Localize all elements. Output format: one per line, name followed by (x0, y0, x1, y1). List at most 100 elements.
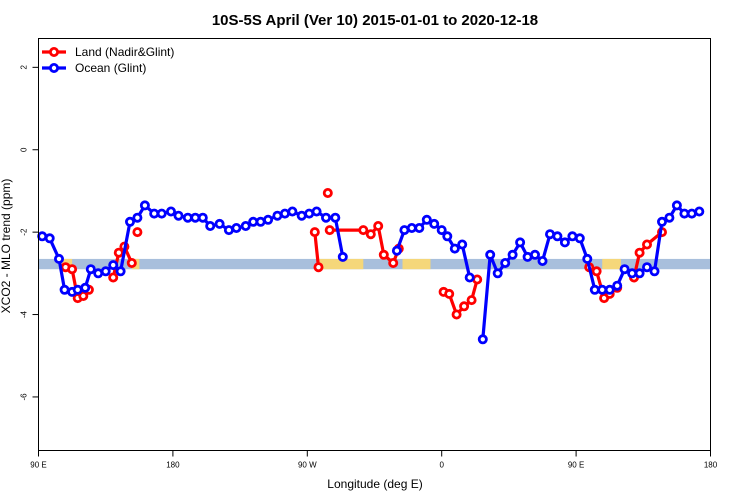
data-point (44, 233, 55, 244)
data-point (324, 225, 335, 236)
series-layer (37, 187, 705, 345)
band-ocean (39, 258, 710, 270)
data-point (642, 239, 653, 250)
data-point (309, 227, 320, 238)
legend-item-ocean: Ocean (Glint) (42, 61, 146, 75)
data-point (115, 266, 126, 277)
data-point (442, 231, 453, 242)
x-tick-label: 90 E (568, 461, 584, 470)
data-point (472, 274, 483, 285)
data-point (388, 257, 399, 268)
x-tick-label: 0 (439, 461, 444, 470)
x-tick-label: 90 E (30, 461, 46, 470)
data-point (507, 249, 518, 260)
data-point (255, 216, 266, 227)
data-point (477, 334, 488, 345)
data-point (313, 262, 324, 273)
data-point (414, 222, 425, 233)
data-point (108, 272, 119, 283)
band-land-2 (316, 258, 364, 270)
data-point (320, 212, 331, 223)
legend: Land (Nadir&Glint) Ocean (Glint) (42, 45, 174, 75)
data-point (634, 247, 645, 258)
band-land-3 (402, 258, 431, 270)
x-axis-ticks: 90 E 180 90 W 0 90 E 180 (30, 450, 718, 470)
data-point (80, 282, 91, 293)
legend-label: Land (Nadir&Glint) (75, 45, 174, 59)
data-point (530, 249, 541, 260)
legend-marker (49, 47, 60, 58)
data-point (436, 225, 447, 236)
data-point (421, 214, 432, 225)
data-point (537, 255, 548, 266)
data-point (132, 212, 143, 223)
data-point (85, 264, 96, 275)
plot-frame (38, 38, 711, 451)
series-line-0-8 (632, 230, 664, 278)
y-tick-label: -4 (20, 310, 29, 318)
data-point (337, 251, 348, 262)
data-point (552, 231, 563, 242)
data-point (634, 268, 645, 279)
data-point (457, 239, 468, 250)
data-point (125, 216, 136, 227)
chart-title: 10S-5S April (Ver 10) 2015-01-01 to 2020… (212, 12, 538, 29)
data-point (139, 200, 150, 211)
data-point (649, 266, 660, 277)
x-tick-label: 90 W (298, 461, 317, 470)
data-point (582, 253, 593, 264)
data-point (197, 212, 208, 223)
y-axis-label: XCO2 - MLO trend (ppm) (0, 179, 13, 314)
data-point (391, 245, 402, 256)
y-tick-label: -6 (20, 393, 29, 401)
legend-item-land: Land (Nadir&Glint) (42, 45, 174, 59)
y-tick-label: 0 (20, 147, 29, 152)
data-point (93, 268, 104, 279)
y-tick-label: 2 (20, 65, 29, 70)
data-point (231, 222, 242, 233)
data-point (287, 206, 298, 217)
data-point (373, 220, 384, 231)
data-point (451, 309, 462, 320)
data-point (671, 200, 682, 211)
data-point (173, 210, 184, 221)
data-point (358, 225, 369, 236)
reference-band (39, 258, 710, 270)
data-point (604, 284, 615, 295)
series-ocean (37, 200, 705, 345)
data-point (156, 208, 167, 219)
data-point (165, 206, 176, 217)
data-point (485, 249, 496, 260)
data-point (444, 288, 455, 299)
data-point (330, 212, 341, 223)
data-point (664, 212, 675, 223)
data-point (559, 237, 570, 248)
data-point (642, 262, 653, 273)
data-point (365, 229, 376, 240)
data-point (263, 214, 274, 225)
data-point (322, 187, 333, 198)
y-tick-label: -2 (20, 228, 29, 236)
x-tick-label: 180 (166, 461, 180, 470)
data-point (37, 231, 48, 242)
data-point (311, 206, 322, 217)
data-point (612, 280, 623, 291)
legend-marker (49, 63, 60, 74)
data-point (214, 218, 225, 229)
data-point (240, 220, 251, 231)
data-point (72, 284, 83, 295)
data-point (205, 220, 216, 231)
x-axis-label: Longitude (deg E) (327, 477, 422, 491)
legend-label: Ocean (Glint) (75, 61, 146, 75)
data-point (619, 264, 630, 275)
data-point (429, 218, 440, 229)
band-land-4 (602, 258, 621, 270)
data-point (500, 257, 511, 268)
data-point (459, 301, 470, 312)
data-point (694, 206, 705, 217)
y-axis-ticks: 2 0 -2 -4 -6 (20, 65, 39, 401)
data-point (657, 216, 668, 227)
data-point (67, 264, 78, 275)
data-point (108, 260, 119, 271)
